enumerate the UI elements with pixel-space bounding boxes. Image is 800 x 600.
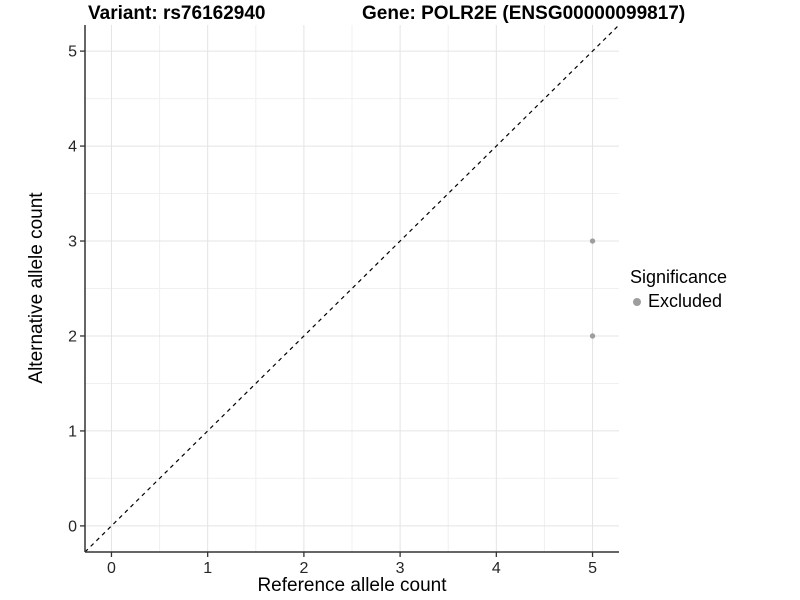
data-point	[589, 238, 596, 244]
data-point	[589, 333, 596, 339]
identity-line	[84, 24, 620, 553]
x-tick-label: 5	[588, 560, 597, 577]
x-tick-label: 3	[396, 560, 405, 577]
legend-item-excluded: Excluded	[630, 291, 727, 312]
legend-title: Significance	[630, 267, 728, 287]
y-tick-label: 1	[68, 423, 77, 440]
plot-title-gene: Gene: POLR2E (ENSG00000099817)	[362, 3, 686, 24]
x-tick-label: 4	[492, 560, 501, 577]
x-tick-label: 1	[203, 560, 212, 577]
legend-marker-circle-icon	[633, 297, 641, 306]
legend-item-label: Excluded	[648, 291, 723, 311]
legend: Significance Excluded	[630, 267, 727, 312]
y-tick-label: 3	[68, 234, 77, 251]
y-axis-title: Alternative allele count	[26, 192, 47, 384]
x-tick-label: 0	[107, 560, 116, 577]
y-tick-label: 2	[68, 328, 77, 345]
y-tick-label: 4	[68, 139, 77, 156]
y-tick-label: 0	[68, 518, 77, 535]
y-tick-label: 5	[68, 44, 77, 61]
plot-title-variant: Variant: rs76162940	[88, 3, 266, 24]
x-tick-label: 2	[299, 560, 308, 577]
x-axis-title: Reference allele count	[257, 575, 447, 596]
